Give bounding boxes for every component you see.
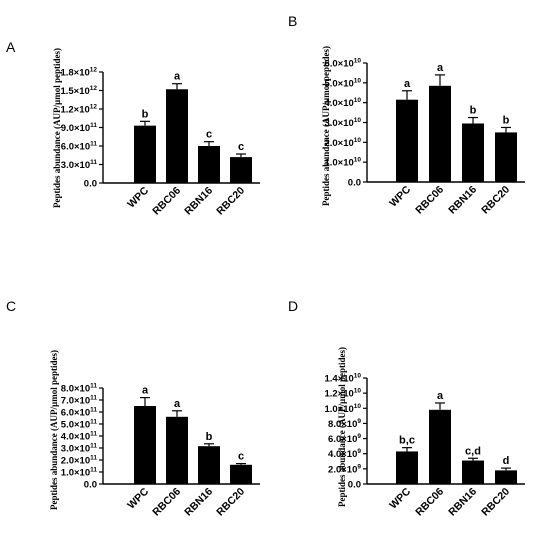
category-label: RBC06 <box>413 184 446 217</box>
y-tick-label: 1.5×1012 <box>60 85 97 97</box>
significance-label: c <box>206 129 212 141</box>
y-tick-label: 3.0×1011 <box>61 443 98 455</box>
y-tick-label: 8.0×109 <box>328 418 361 430</box>
y-tick-label: 4.0×109 <box>328 448 361 460</box>
y-tick-label: 6.0×109 <box>328 433 361 445</box>
y-tick-label: 5.0×1010 <box>324 77 361 89</box>
panel-letter: D <box>288 298 298 314</box>
y-tick-label: 0.0 <box>84 179 97 190</box>
bar-rbc06 <box>429 85 451 182</box>
significance-label: b <box>503 114 510 126</box>
category-label: RBN16 <box>446 184 479 217</box>
y-tick-label: 7.0×1011 <box>61 395 98 407</box>
category-label: RBC06 <box>150 486 183 519</box>
y-tick-label: 2.0×109 <box>328 463 361 475</box>
y-axis-label: Peptides abundance (AUP/µmol peptides) <box>49 350 59 510</box>
y-tick-label: 0.0 <box>348 178 361 189</box>
y-tick-label: 1.0×1010 <box>324 157 361 169</box>
significance-label: c <box>238 141 244 153</box>
y-tick-label: 1.4×1010 <box>324 373 361 385</box>
panel-letter: C <box>6 298 16 314</box>
y-tick-label: 4.0×1011 <box>61 431 98 443</box>
chart-panel-b: B Peptides abundance (AUP/µmol peptides) 0… <box>288 13 525 216</box>
bar-wpc <box>134 125 156 183</box>
significance-label: a <box>174 398 181 410</box>
significance-label: b <box>470 105 477 117</box>
significance-label: c,d <box>465 445 481 457</box>
bar-wpc <box>396 99 418 182</box>
bar-rbc06 <box>429 409 451 484</box>
category-label: WPC <box>387 183 413 209</box>
y-tick-label: 4.0×1010 <box>324 97 361 109</box>
significance-label: a <box>404 78 411 90</box>
significance-label: a <box>437 62 444 74</box>
y-tick-label: 2.0×1011 <box>61 455 98 467</box>
panel-letter: A <box>6 39 16 55</box>
y-tick-label: 3.0×1011 <box>61 159 98 171</box>
chart-panel-d: D Peptides abundance (AUP/µmol peptides) 0… <box>288 298 525 518</box>
chart-panel-c: C Peptides abundance (AUP/µmol peptides) 0… <box>6 298 260 518</box>
significance-label: d <box>503 455 510 467</box>
bar-rbc20 <box>495 470 517 484</box>
bar-rbn16 <box>462 460 484 484</box>
category-label: WPC <box>125 485 151 511</box>
y-axis-label: Peptides abundance (AUP/µmol peptides) <box>52 48 62 208</box>
y-axis-label: Peptides abundance (AUP/µmol peptides) <box>337 347 347 507</box>
category-label: WPC <box>387 485 413 511</box>
category-label: RBN16 <box>182 486 215 519</box>
y-tick-label: 0.0 <box>348 480 361 491</box>
category-label: RBC20 <box>214 486 247 519</box>
significance-label: c <box>238 451 244 463</box>
bar-wpc <box>134 406 156 484</box>
bar-rbc20 <box>230 464 252 484</box>
bar-rbc06 <box>166 416 188 484</box>
significance-label: b,c <box>399 435 415 447</box>
y-tick-label: 6.0×1011 <box>61 407 98 419</box>
category-label: RBN16 <box>182 185 215 218</box>
bar-wpc <box>396 451 418 484</box>
significance-label: b <box>142 108 149 120</box>
chart-panel-a: A Peptides abundance (AUP/µmol peptides) 0… <box>6 39 260 217</box>
y-tick-label: 1.0×1011 <box>61 467 98 479</box>
category-label: RBN16 <box>446 486 479 519</box>
bar-rbn16 <box>198 146 220 183</box>
bar-rbc20 <box>495 132 517 182</box>
y-tick-label: 1.2×1012 <box>60 104 97 116</box>
y-tick-label: 8.0×1011 <box>61 383 98 395</box>
bar-rbc06 <box>166 89 188 183</box>
category-label: RBC20 <box>479 184 512 217</box>
category-label: RBC06 <box>150 185 183 218</box>
bar-rbn16 <box>462 123 484 182</box>
bar-rbc20 <box>230 157 252 183</box>
category-label: RBC20 <box>214 185 247 218</box>
panel-letter: B <box>288 13 297 29</box>
significance-label: a <box>174 71 181 83</box>
y-tick-label: 0.0 <box>84 480 97 491</box>
y-tick-label: 9.0×1011 <box>61 122 98 134</box>
y-tick-label: 1.2×1010 <box>324 388 361 400</box>
y-tick-label: 3.0×1010 <box>324 117 361 129</box>
significance-label: a <box>142 385 149 397</box>
y-axis-label: Peptides abundance (AUP/µmol peptides) <box>321 46 331 206</box>
y-tick-label: 5.0×1011 <box>61 419 98 431</box>
y-tick-label: 2.0×1010 <box>324 137 361 149</box>
significance-label: b <box>206 431 213 443</box>
category-label: RBC06 <box>413 486 446 519</box>
y-tick-label: 1.0×1010 <box>324 403 361 415</box>
y-tick-label: 6.0×1010 <box>324 58 361 70</box>
bar-rbn16 <box>198 446 220 484</box>
significance-label: a <box>437 390 444 402</box>
y-tick-label: 1.8×1012 <box>60 67 97 79</box>
y-tick-label: 6.0×1011 <box>61 141 98 153</box>
category-label: RBC20 <box>479 486 512 519</box>
category-label: WPC <box>125 184 151 210</box>
